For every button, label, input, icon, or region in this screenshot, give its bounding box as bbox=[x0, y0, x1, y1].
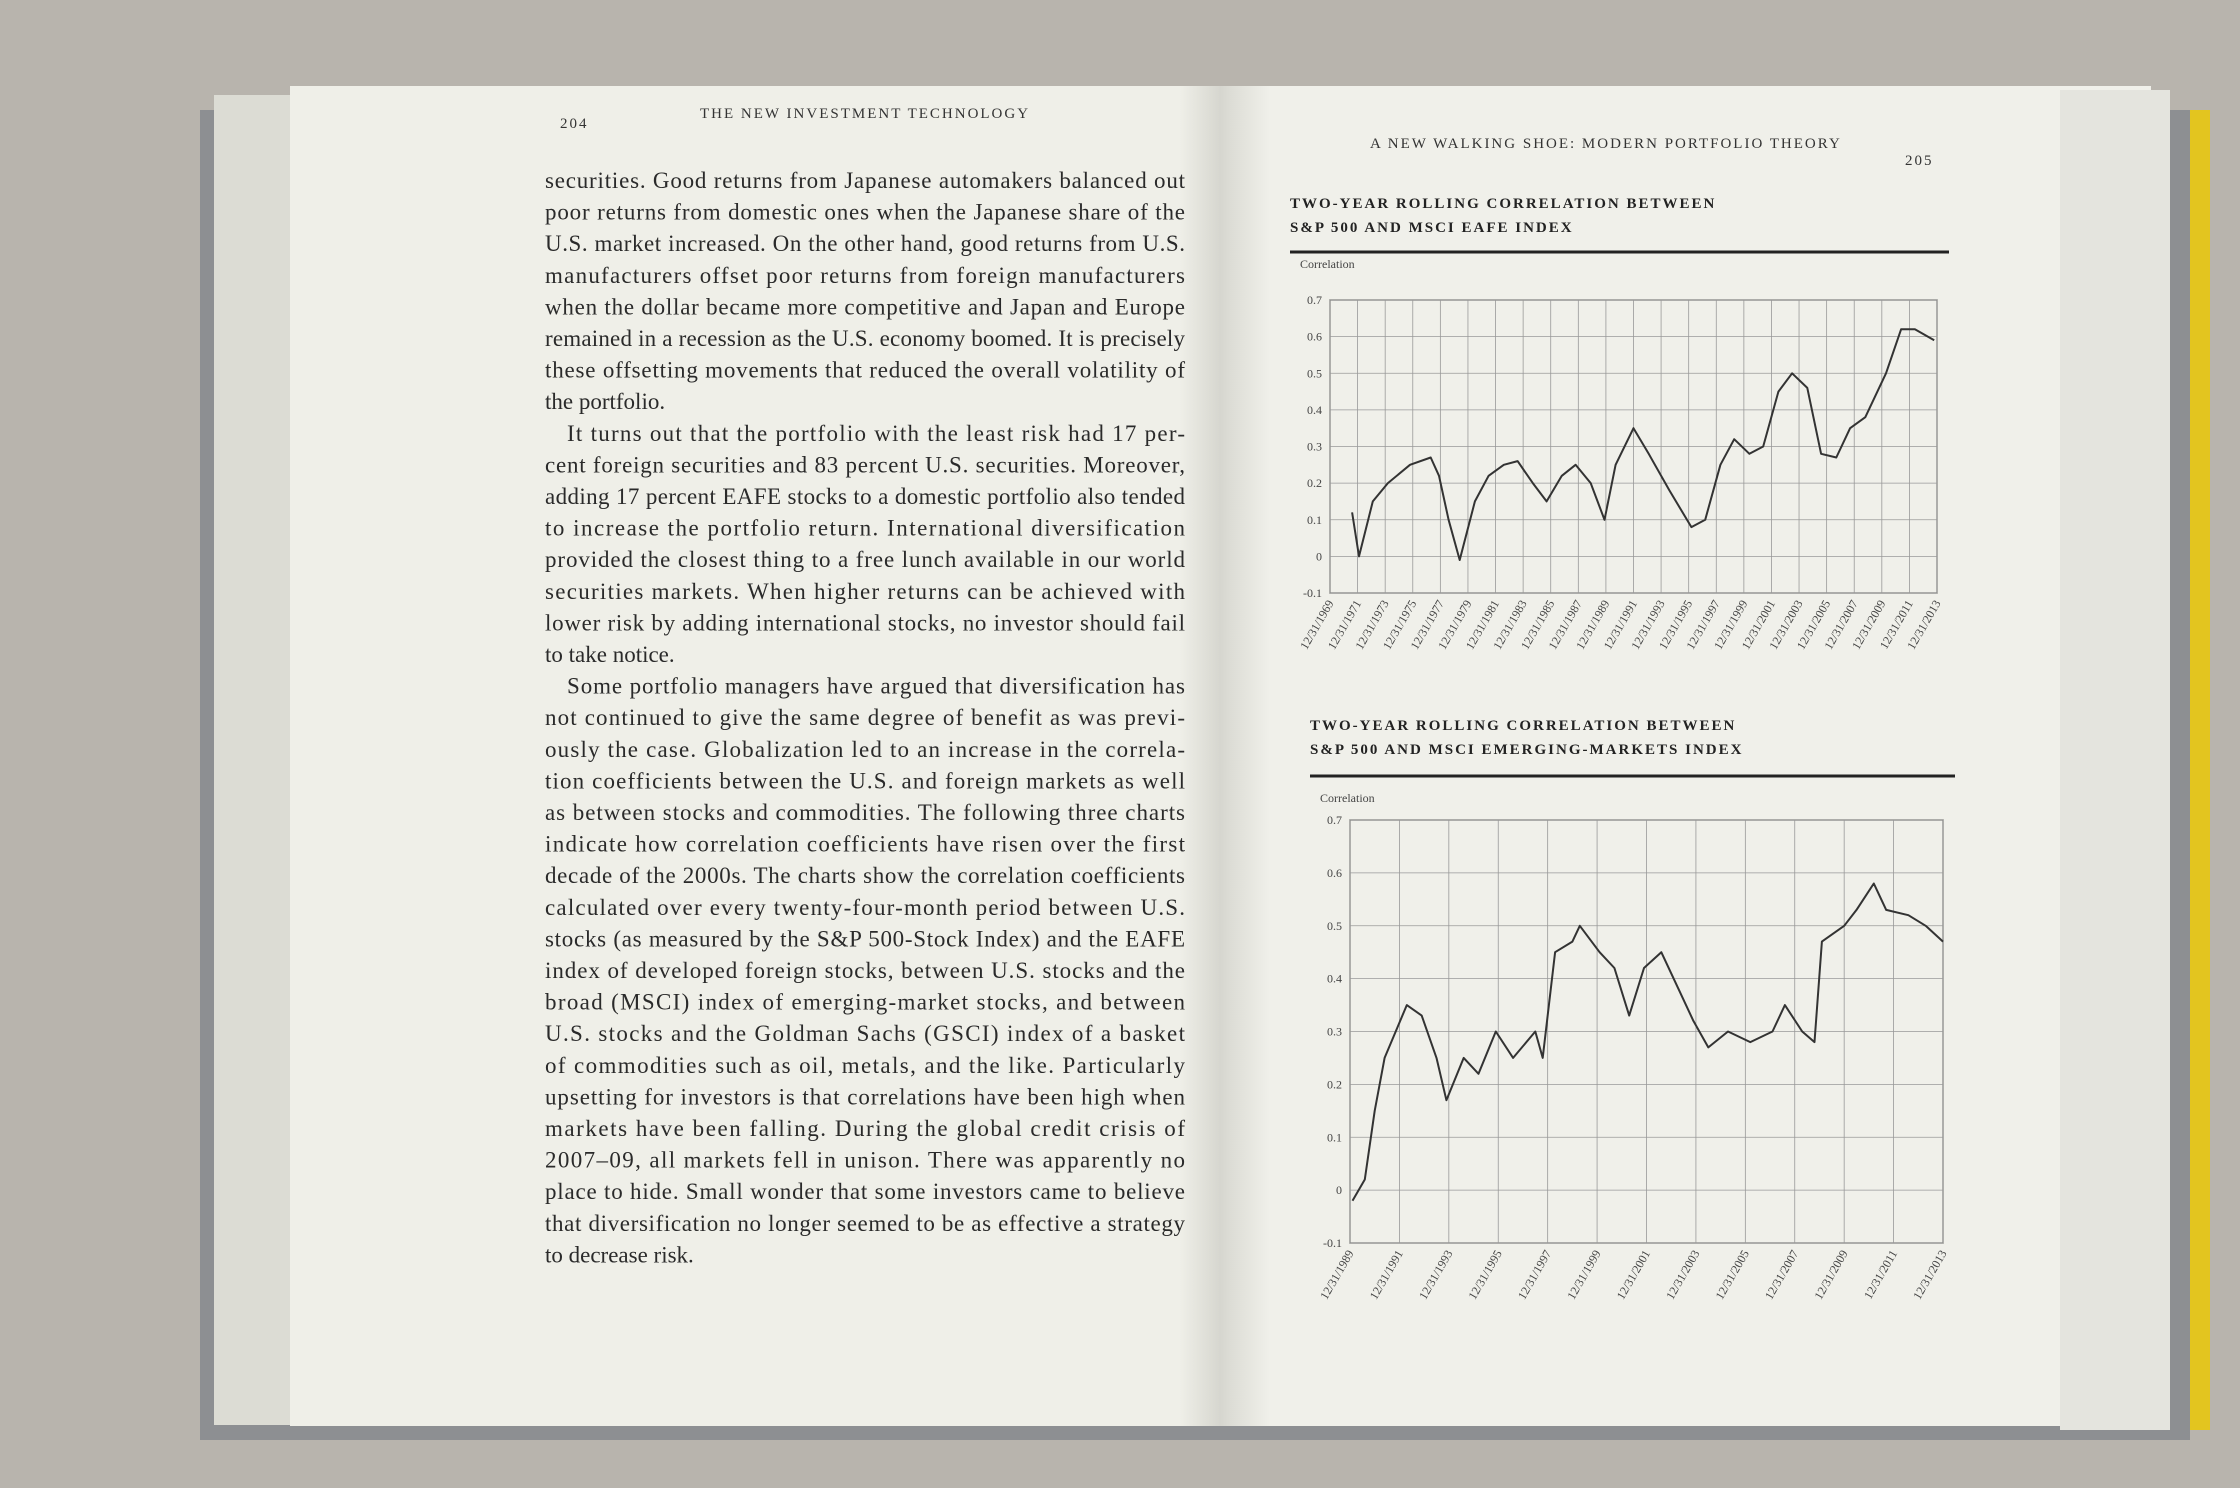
chart-title: TWO-YEAR ROLLING CORRELATION BETWEEN bbox=[1310, 718, 1736, 734]
y-axis-label: Correlation bbox=[1320, 791, 1375, 805]
y-tick-label: 0.7 bbox=[1327, 813, 1342, 827]
running-head: A NEW WALKING SHOE: MODERN PORTFOLIO THE… bbox=[1370, 136, 1842, 152]
y-axis-label: Correlation bbox=[1300, 257, 1355, 271]
y-tick-label: 0.2 bbox=[1307, 476, 1322, 490]
body-line: Some portfolio managers have argued that… bbox=[567, 674, 1185, 699]
running-head: THE NEW INVESTMENT TECHNOLOGY bbox=[700, 106, 1030, 122]
body-line: to take notice. bbox=[545, 642, 675, 667]
y-tick-label: -0.1 bbox=[1303, 586, 1322, 600]
y-tick-label: 0.5 bbox=[1327, 919, 1342, 933]
body-line: the portfolio. bbox=[545, 389, 665, 414]
body-line: of commodities such as oil, metals, and … bbox=[545, 1053, 1186, 1078]
body-line: that diversification no longer seemed to… bbox=[545, 1211, 1186, 1236]
body-line: U.S. stocks and the Goldman Sachs (GSCI)… bbox=[545, 1021, 1186, 1046]
body-line: manufacturers offset poor returns from f… bbox=[545, 263, 1185, 288]
y-tick-label: 0 bbox=[1336, 1183, 1342, 1197]
body-line: as between stocks and commodities. The f… bbox=[545, 800, 1185, 825]
body-line: 2007–09, all markets fell in unison. The… bbox=[545, 1148, 1185, 1173]
y-tick-label: -0.1 bbox=[1323, 1236, 1342, 1250]
body-line: U.S. market increased. On the other hand… bbox=[545, 231, 1185, 256]
y-tick-label: 0.3 bbox=[1327, 1025, 1342, 1039]
y-tick-label: 0.6 bbox=[1307, 330, 1322, 344]
y-tick-label: 0.4 bbox=[1307, 403, 1322, 417]
body-line: broad (MSCI) index of emerging-market st… bbox=[545, 990, 1186, 1015]
y-tick-label: 0.3 bbox=[1307, 440, 1322, 454]
body-line: place to hide. Small wonder that some in… bbox=[545, 1179, 1185, 1204]
body-line: indicate how correlation coefficients ha… bbox=[545, 832, 1186, 857]
chart-title: S&P 500 AND MSCI EAFE INDEX bbox=[1290, 220, 1574, 236]
body-line: not continued to give the same degree of… bbox=[545, 705, 1185, 730]
chart-title: TWO-YEAR ROLLING CORRELATION BETWEEN bbox=[1290, 196, 1716, 212]
body-line: decade of the 2000s. The charts show the… bbox=[545, 863, 1185, 888]
page-number: 204 bbox=[560, 116, 589, 132]
y-tick-label: 0.1 bbox=[1307, 513, 1322, 527]
body-line: these offsetting movements that reduced … bbox=[545, 358, 1185, 383]
body-line: to decrease risk. bbox=[545, 1242, 694, 1267]
chart-title: S&P 500 AND MSCI EMERGING-MARKETS INDEX bbox=[1310, 742, 1743, 758]
left-page bbox=[290, 86, 1221, 1426]
y-tick-label: 0.6 bbox=[1327, 866, 1342, 880]
y-tick-label: 0.7 bbox=[1307, 293, 1322, 307]
y-tick-label: 0.1 bbox=[1327, 1130, 1342, 1144]
page-number: 205 bbox=[1905, 153, 1934, 169]
body-line: calculated over every twenty-four-month … bbox=[545, 895, 1185, 920]
page-edges-right bbox=[2060, 90, 2170, 1430]
y-tick-label: 0.5 bbox=[1307, 366, 1322, 380]
body-line: ously the case. Globalization led to an … bbox=[545, 737, 1185, 762]
gutter bbox=[1180, 86, 1270, 1426]
body-line: cent foreign securities and 83 percent U… bbox=[545, 452, 1185, 477]
page-edges bbox=[214, 95, 304, 1425]
series-line bbox=[1351, 882, 1944, 1202]
body-line: when the dollar became more competitive … bbox=[545, 294, 1185, 319]
body-line: upsetting for investors is that correlat… bbox=[545, 1084, 1186, 1109]
body-line: securities markets. When higher returns … bbox=[545, 579, 1186, 604]
body-line: index of developed foreign stocks, betwe… bbox=[545, 958, 1185, 983]
body-line: provided the closest thing to a free lun… bbox=[545, 547, 1186, 572]
body-line: securities. Good returns from Japanese a… bbox=[545, 168, 1186, 193]
body-line: markets have been falling. During the gl… bbox=[545, 1116, 1185, 1141]
body-line: to increase the portfolio return. Intern… bbox=[545, 516, 1186, 541]
body-line: adding 17 percent EAFE stocks to a domes… bbox=[545, 484, 1186, 509]
body-line: remained in a recession as the U.S. econ… bbox=[545, 326, 1186, 351]
body-line: lower risk by adding international stock… bbox=[545, 610, 1185, 635]
y-tick-label: 0.4 bbox=[1327, 972, 1342, 986]
y-tick-label: 0.2 bbox=[1327, 1077, 1342, 1091]
series-line bbox=[1351, 328, 1935, 561]
right-page bbox=[1221, 86, 2151, 1426]
body-line: tion coefficients between the U.S. and f… bbox=[545, 768, 1185, 793]
y-tick-label: 0 bbox=[1316, 549, 1322, 563]
body-line: poor returns from domestic ones when the… bbox=[545, 200, 1185, 225]
body-line: It turns out that the portfolio with the… bbox=[567, 421, 1185, 446]
body-line: stocks (as measured by the S&P 500-Stock… bbox=[545, 926, 1185, 951]
